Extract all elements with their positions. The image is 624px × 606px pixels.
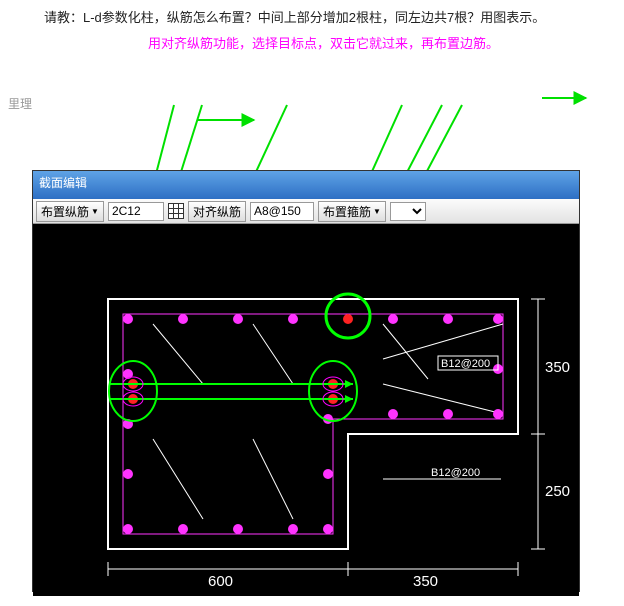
svg-text:350: 350 (413, 573, 438, 590)
rebar-spec-input[interactable] (108, 202, 164, 221)
layout-stirrup-button[interactable]: 布置箍筋▼ (318, 201, 386, 222)
svg-text:B12@200: B12@200 (431, 467, 480, 479)
window-titlebar[interactable]: 截面编辑 (33, 171, 579, 199)
question-text: 请教：L-d参数化柱，纵筋怎么布置？中间上部分增加2根柱，同左边共7根？用图表示… (0, 0, 624, 29)
chevron-down-icon: ▼ (91, 207, 99, 216)
annotation-inner: 用对齐纵筋功能，选择目标点，双击它就过来，再布置边筋。 (148, 36, 499, 51)
align-rebar-button[interactable]: 对齐纵筋 (188, 201, 246, 222)
svg-text:600: 600 (208, 573, 233, 590)
chevron-down-icon: ▼ (373, 207, 381, 216)
layout-rebar-button[interactable]: 布置纵筋▼ (36, 201, 104, 222)
cad-window: 截面编辑 布置纵筋▼ 对齐纵筋 布置箍筋▼ B12@200 B12@200 600 3… (32, 170, 580, 592)
svg-text:250: 250 (545, 483, 570, 500)
cad-drawing: B12@200 B12@200 600 350 350 250 (33, 224, 579, 596)
grid-icon[interactable] (168, 203, 184, 219)
svg-text:350: 350 (545, 359, 570, 376)
cad-canvas[interactable]: B12@200 B12@200 600 350 350 250 (33, 224, 579, 596)
svg-text:B12@200: B12@200 (441, 358, 490, 370)
side-label: 里理 (8, 95, 32, 112)
annotation-text: 用对齐纵筋功能，选择目标点，双击它就过来，再布置边筋。 (0, 29, 624, 53)
toolbar-select[interactable] (390, 202, 426, 221)
stirrup-spec-input[interactable] (250, 202, 314, 221)
toolbar: 布置纵筋▼ 对齐纵筋 布置箍筋▼ (33, 199, 579, 224)
